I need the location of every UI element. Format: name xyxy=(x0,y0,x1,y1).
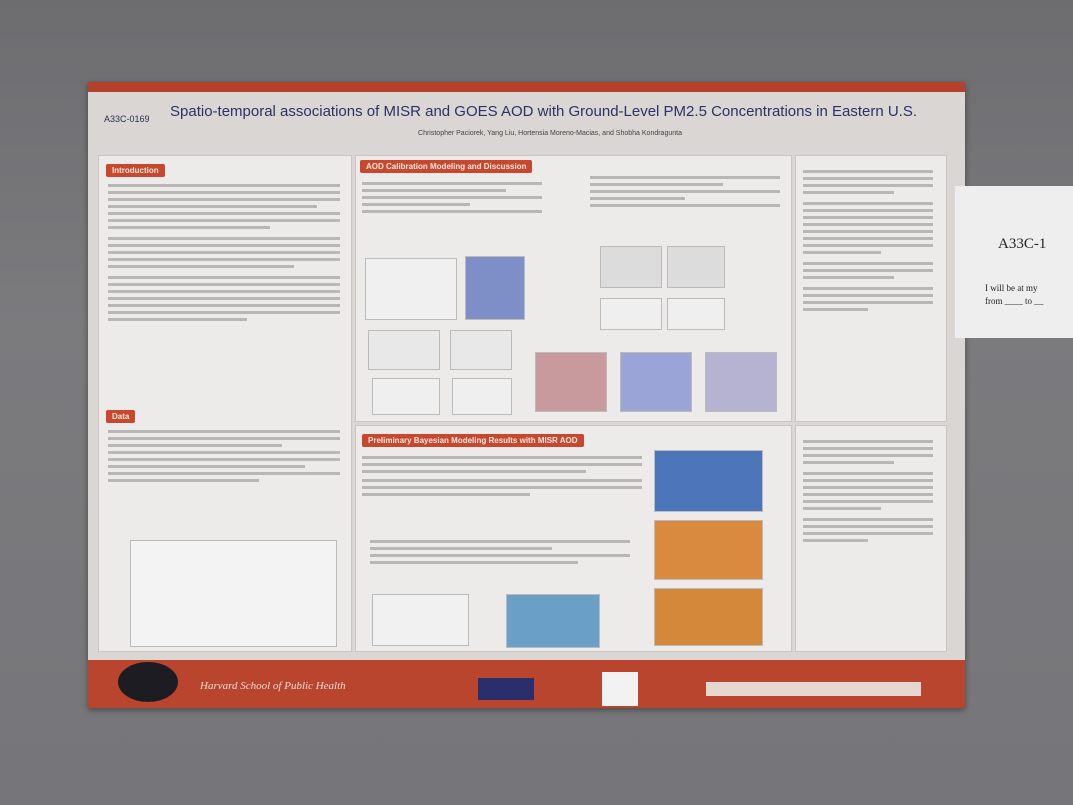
scatter-plot xyxy=(372,378,440,415)
text-block xyxy=(108,184,340,325)
section-heading: Introduction xyxy=(106,164,165,177)
harvard-logo xyxy=(118,662,178,702)
map-figure xyxy=(654,588,763,646)
footer-box xyxy=(706,682,921,696)
footer-text: Harvard School of Public Health xyxy=(200,680,346,692)
card-line: from ____ to __ xyxy=(985,295,1043,308)
scatter-plot xyxy=(452,378,512,415)
poster-code: A33C-0169 xyxy=(104,114,150,124)
text-block xyxy=(362,456,642,500)
scatter-plot xyxy=(368,330,440,370)
text-block xyxy=(803,170,933,315)
card-code: A33C-1 xyxy=(998,236,1046,253)
noaa-logo xyxy=(602,672,638,706)
map-figure xyxy=(654,520,763,580)
scatter-plot xyxy=(450,330,512,370)
section-heading: Preliminary Bayesian Modeling Results wi… xyxy=(362,434,584,447)
map-plot xyxy=(465,256,525,320)
text-block xyxy=(108,430,340,486)
note-card xyxy=(955,186,1073,338)
map-figure xyxy=(372,594,469,646)
map-plot xyxy=(535,352,607,412)
scatter-plot xyxy=(600,246,662,288)
map-figure xyxy=(130,540,337,647)
poster-top-strip xyxy=(88,82,965,92)
plot xyxy=(365,258,457,320)
section-heading: Data xyxy=(106,410,135,423)
scatter-plot xyxy=(667,298,725,330)
map-figure xyxy=(506,594,600,648)
photo: {"poster": { "code": "A33C-0169", "title… xyxy=(0,0,1073,805)
text-block xyxy=(803,440,933,546)
equations xyxy=(370,540,630,568)
equations xyxy=(590,176,780,211)
poster-title: Spatio-temporal associations of MISR and… xyxy=(170,103,900,120)
poster-authors: Christopher Paciorek, Yang Liu, Hortensi… xyxy=(300,130,800,137)
card-text: I will be at my from ____ to __ xyxy=(985,282,1043,308)
map-figure xyxy=(654,450,763,512)
map-plot xyxy=(620,352,692,412)
logo xyxy=(478,678,534,700)
card-line: I will be at my xyxy=(985,282,1043,295)
equations xyxy=(362,182,542,217)
map-plot xyxy=(705,352,777,412)
scatter-plot xyxy=(667,246,725,288)
section-heading: AOD Calibration Modeling and Discussion xyxy=(360,160,532,173)
scatter-plot xyxy=(600,298,662,330)
